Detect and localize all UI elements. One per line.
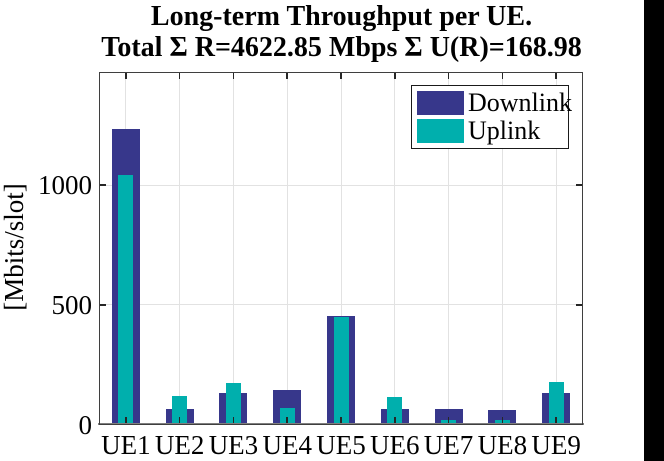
legend-label-downlink: Downlink xyxy=(468,88,572,117)
bar-ue5-uplink xyxy=(333,316,349,425)
x-tick-bottom xyxy=(394,417,396,423)
bar-ue9-uplink xyxy=(548,382,564,425)
chart-title: Long-term Throughput per UE. Total Σ R=4… xyxy=(19,1,664,63)
x-tick-label-ue5: UE5 xyxy=(316,430,366,460)
gridline-vertical xyxy=(448,72,450,425)
x-tick-bottom xyxy=(125,417,127,423)
x-tick-label-ue8: UE8 xyxy=(477,430,528,460)
x-tick-bottom xyxy=(447,417,450,423)
chart-title-line2: Total Σ R=4622.85 Mbps Σ U(R)=168.98 xyxy=(101,32,582,63)
uplink-color-swatch xyxy=(417,119,464,143)
chart-title-line1: Long-term Throughput per UE. xyxy=(150,1,533,32)
gridline-vertical xyxy=(286,72,288,425)
gridline-vertical xyxy=(232,72,234,425)
y-tick-label-1000: 1000 xyxy=(38,170,92,200)
y-tick-left xyxy=(100,184,106,186)
x-tick-label-ue1: UE1 xyxy=(101,430,151,460)
x-tick-top xyxy=(394,73,396,79)
x-tick-label-ue7: UE7 xyxy=(423,430,474,460)
x-tick-top xyxy=(125,73,127,79)
bar-ue1-uplink xyxy=(118,175,134,425)
y-tick-label-0: 0 xyxy=(78,409,93,440)
bar-ue6-uplink xyxy=(387,396,403,425)
gridline-vertical xyxy=(179,72,181,425)
gridline-vertical xyxy=(555,72,557,425)
x-tick-label-ue6: UE6 xyxy=(370,430,420,460)
y-tick-left xyxy=(100,304,106,306)
x-tick-top xyxy=(501,73,504,79)
x-tick-label-ue9: UE9 xyxy=(531,430,581,460)
x-tick-label-ue3: UE3 xyxy=(208,430,259,460)
x-tick-bottom xyxy=(286,417,288,423)
x-tick-label-ue2: UE2 xyxy=(154,430,205,460)
bar-ue4-uplink xyxy=(279,407,295,425)
y-tick-right xyxy=(576,304,582,306)
x-tick-top xyxy=(178,73,181,79)
gridline-vertical xyxy=(394,72,396,425)
x-tick-label-ue4: UE4 xyxy=(262,430,312,460)
gridline-vertical xyxy=(340,72,342,425)
x-tick-bottom xyxy=(178,417,181,423)
x-tick-bottom xyxy=(232,417,235,423)
legend-label-uplink: Uplink xyxy=(468,116,541,145)
legend-item-downlink: Downlink xyxy=(417,90,572,116)
plot-border xyxy=(99,72,583,425)
x-tick-bottom xyxy=(555,417,557,423)
bar-ue3-uplink xyxy=(225,383,241,425)
legend: Downlink Uplink xyxy=(411,85,572,149)
x-tick-bottom xyxy=(340,417,342,423)
right-black-strip xyxy=(644,0,664,461)
downlink-color-swatch xyxy=(417,91,464,115)
x-tick-top xyxy=(555,73,557,79)
legend-item-uplink: Uplink xyxy=(417,118,568,144)
x-tick-bottom xyxy=(501,417,504,423)
gridline-vertical xyxy=(501,72,503,425)
y-tick-right xyxy=(576,184,582,186)
x-tick-top xyxy=(447,73,450,79)
bar-ue2-uplink xyxy=(172,396,188,425)
x-tick-top xyxy=(232,73,235,79)
x-tick-top xyxy=(340,73,342,79)
y-tick-label-500: 500 xyxy=(51,289,93,320)
x-tick-top xyxy=(286,73,288,79)
